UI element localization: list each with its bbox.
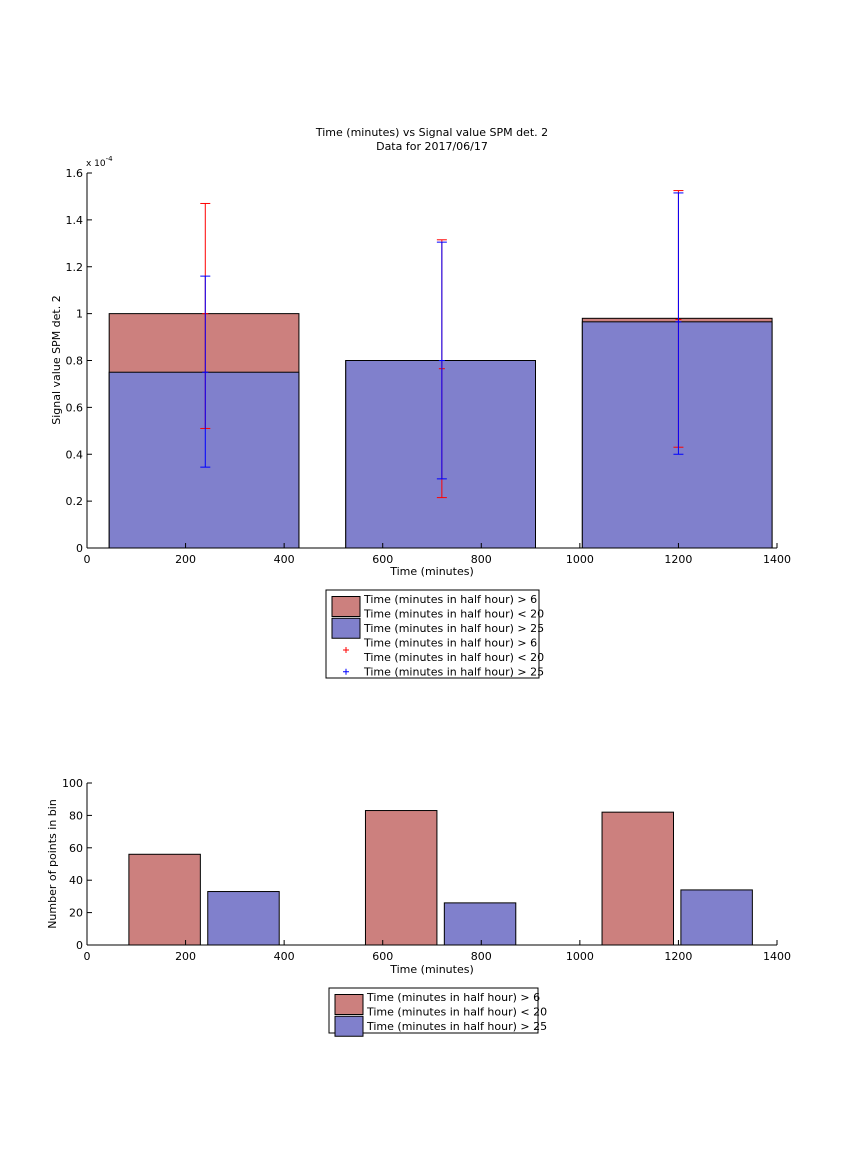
top-chart-x-tick-label: 1000 [566,553,594,566]
top-chart-y-tick-label: 1 [76,308,83,321]
bottom-chart-x-tick-label: 0 [84,950,91,963]
top-chart-exponent-power: -4 [106,155,114,163]
top-chart-y-tick-label: 1.4 [66,214,84,227]
top-chart-bar-blue [345,360,536,549]
top-chart-legend-label: Time (minutes in half hour) < 20 [363,651,544,664]
bottom-chart-bar-red [128,853,201,946]
top-chart-exponent-base: x 10 [86,159,106,169]
top-chart-y-tick-label: 0.4 [66,448,84,461]
bottom-chart-legend: Time (minutes in half hour) > 6 Time (min… [328,987,547,1037]
top-chart-bar-blue [581,321,773,549]
top-chart-errorbars [200,190,684,499]
top-chart-x-tick-label: 1400 [763,553,791,566]
top-chart-legend-label: Time (minutes in half hour) > 6 [363,593,537,606]
bottom-chart-bar-red [601,811,674,946]
top-chart-legend-label: Time (minutes in half hour) > 25 [363,666,544,679]
top-chart-legend-label: Time (minutes in half hour) < 20 [363,608,544,621]
bottom-chart-y-tick-label: 60 [69,842,83,855]
top-chart-legend-box [325,589,540,679]
bottom-chart-bar-red [364,810,438,946]
top-chart-ylabel: Signal value SPM det. 2 [50,295,63,425]
bottom-chart-y-tick-label: 80 [69,809,83,822]
bottom-chart-y-tick-label: 20 [69,907,83,920]
top-chart-exponent: x 10-4 [86,155,113,169]
bottom-chart-x-tick-label: 800 [471,950,492,963]
top-chart-legend-label: Time (minutes in half hour) > 6 [363,637,537,650]
bottom-chart-bar-blue [443,902,517,946]
top-chart-y-tick-label: 0.6 [66,401,84,414]
top-chart-subtitle: Data for 2017/06/17 [376,140,488,153]
top-chart-x-tick-label: 600 [372,553,393,566]
bottom-chart-x-tick-label: 1400 [763,950,791,963]
top-chart-y-tick-label: 0 [76,542,83,555]
top-chart-legend-swatch [331,617,361,639]
bottom-chart-y-tick-label: 100 [62,777,83,790]
top-chart-bar-blue [108,371,300,549]
bottom-chart-bar-blue [680,889,753,946]
bottom-chart-x-tick-label: 600 [372,950,393,963]
bottom-chart-y-tick-label: 0 [76,939,83,952]
bottom-chart-bar-blue [207,891,280,946]
bottom-chart-legend-label: Time (minutes in half hour) < 20 [366,1006,547,1019]
top-chart-title: Time (minutes) vs Signal value SPM det. … [315,126,548,139]
bottom-chart-x-tick-label: 200 [175,950,196,963]
top-chart-x-tick-label: 0 [84,553,91,566]
bottom-chart-legend-box [328,987,539,1034]
top-chart-x-tick-label: 400 [274,553,295,566]
bottom-chart-bars [128,810,753,946]
top-chart-x-tick-label: 200 [175,553,196,566]
bottom-chart-ylabel: Number of points in bin [46,799,59,929]
bottom-chart-legend-swatch [334,1015,364,1037]
top-chart-axes: 0 200 400 600 800 1000 1200 1400 0 0.2 0.4 0.6 0.8 1 1… [66,167,792,566]
top-chart-bars [108,313,773,549]
top-chart-y-tick-label: 1.6 [66,167,84,180]
bottom-chart-legend-swatch [334,994,364,1015]
bottom-chart-axes: 0 200 400 600 800 1000 1200 1400 0 20 40 60 80 100 [62,777,791,963]
top-chart-y-tick-label: 0.2 [66,495,84,508]
bottom-chart-legend-label: Time (minutes in half hour) > 25 [366,1020,547,1033]
top-chart-legend-swatch [331,596,361,617]
bottom-chart-x-tick-label: 1000 [566,950,594,963]
bottom-chart-x-tick-label: 1200 [664,950,692,963]
top-chart-xlabel: Time (minutes) [389,565,474,578]
top-chart-y-tick-label: 1.2 [66,261,84,274]
bottom-chart-xlabel: Time (minutes) [389,963,474,976]
bottom-chart-y-tick-label: 40 [69,874,83,887]
bottom-chart-x-tick-label: 400 [274,950,295,963]
top-chart-x-tick-label: 1200 [664,553,692,566]
bottom-chart-legend-label: Time (minutes in half hour) > 6 [366,991,540,1004]
top-chart-legend-label: Time (minutes in half hour) > 25 [363,622,544,635]
top-chart-x-tick-label: 800 [471,553,492,566]
top-chart-y-tick-label: 0.8 [66,355,84,368]
